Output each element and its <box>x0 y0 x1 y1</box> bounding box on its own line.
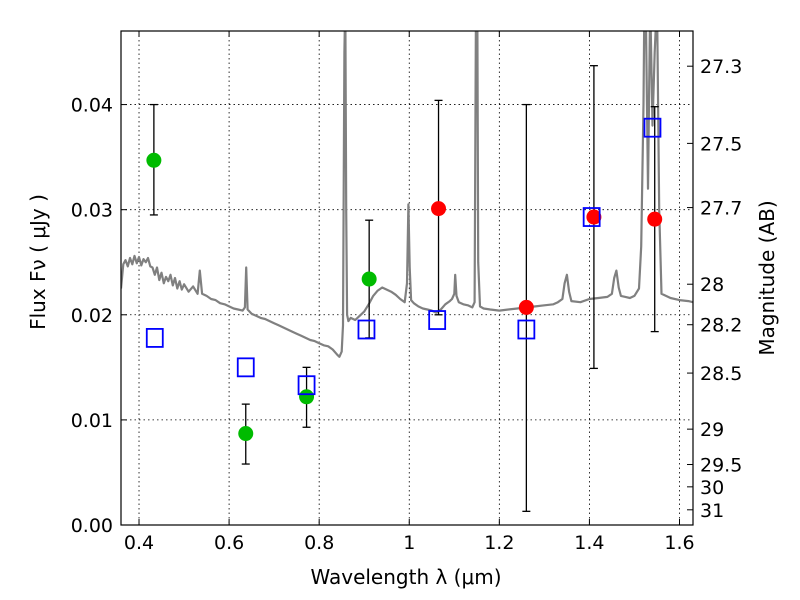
mag-tick-label: 29 <box>700 419 724 441</box>
green-data-point <box>361 271 377 287</box>
mag-tick-label: 27.7 <box>700 198 742 220</box>
x-tick-label: 0.8 <box>304 532 334 554</box>
model-photometry-square <box>428 310 447 330</box>
model-photometry-square <box>582 207 601 227</box>
mag-tick-label: 27.5 <box>700 133 742 155</box>
x-tick-label: 1 <box>403 532 415 554</box>
mag-tick-label: 31 <box>700 500 724 522</box>
x-tick-label: 0.6 <box>214 532 244 554</box>
x-tick-label: 1.4 <box>574 532 604 554</box>
y-tick-label: 0.02 <box>71 305 113 327</box>
model-photometry-square <box>357 319 376 340</box>
y-tick-label: 0.03 <box>71 200 113 222</box>
red-data-point <box>586 209 602 225</box>
model-photometry-square <box>145 328 164 348</box>
y-tick-label: 0.04 <box>71 95 113 117</box>
red-data-point <box>518 299 534 315</box>
x-tick-label: 0.4 <box>124 532 154 554</box>
mag-tick-label: 29.5 <box>700 455 742 477</box>
plot-area <box>121 31 693 512</box>
red-data-point <box>431 201 447 217</box>
x-axis-label: Wavelength λ (μm) <box>310 565 501 589</box>
model-photometry-square <box>236 357 255 378</box>
plot-frame <box>120 30 694 526</box>
y-tick-label: 0.01 <box>71 410 113 432</box>
mag-tick-label: 28.5 <box>700 363 742 385</box>
green-data-point <box>299 389 315 405</box>
x-tick-label: 1.2 <box>484 532 514 554</box>
red-data-point <box>647 211 663 227</box>
model-sed-line <box>121 31 693 358</box>
mag-tick-label: 30 <box>700 477 724 499</box>
model-photometry-square <box>297 375 316 396</box>
x-tick-label: 1.6 <box>664 532 694 554</box>
mag-tick-label: 28.2 <box>700 315 742 337</box>
model-photometry-square <box>643 117 662 138</box>
axes: 0.4 0.6 0.8 1 1.2 1.4 1.6 0.00 0.01 0.02 0.03 0.04 2… <box>71 31 742 554</box>
y-axis-label-left: Flux Fν ( μJy ) <box>26 194 50 330</box>
y-tick-label: 0.00 <box>71 515 113 537</box>
y-axis-label-right: Magnitude (AB) <box>755 200 779 355</box>
green-data-point <box>146 152 162 168</box>
mag-tick-label: 28 <box>700 274 724 296</box>
green-data-point <box>238 426 254 442</box>
mag-tick-label: 27.3 <box>700 56 742 78</box>
model-photometry-square <box>517 319 536 340</box>
